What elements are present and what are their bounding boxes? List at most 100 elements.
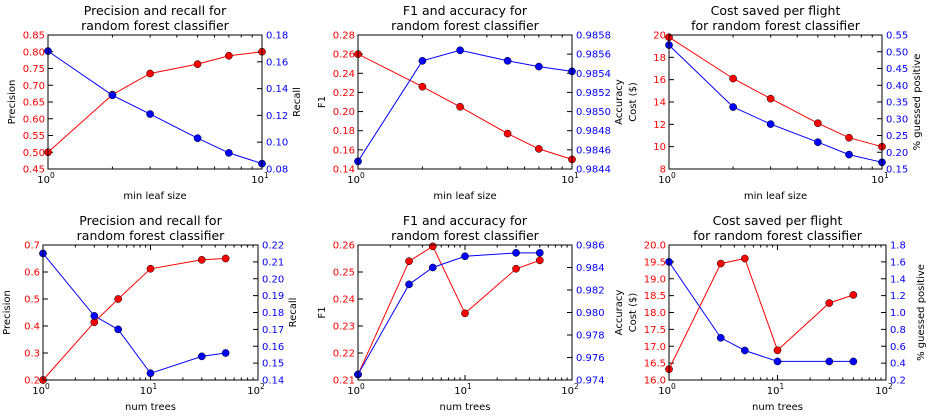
right-series-line	[668, 261, 854, 362]
x-tick-label: 101	[140, 382, 158, 397]
chart-title-line: for random forest classifier	[691, 18, 861, 33]
right-y-tick-label: 0.16	[262, 342, 284, 353]
left-series-point	[845, 133, 853, 142]
right-y-tick-label: 0.20	[886, 148, 908, 159]
chart-title-line: F1 and accuracy for	[403, 213, 528, 228]
left-y-tick-label: 20.0	[644, 241, 666, 252]
right-y-tick-label: 0.982	[576, 286, 605, 297]
chart-title-line: random forest classifier	[391, 18, 540, 33]
right-y-axis-label: % guessed positive	[916, 264, 927, 361]
x-tick-exponent: 0	[50, 171, 55, 180]
right-y-tick-label: 0.9846	[576, 145, 611, 156]
left-series-point	[825, 299, 834, 307]
left-y-axis-label: Cost ($)	[628, 293, 639, 333]
right-y-tick-label: 1.6	[890, 257, 906, 268]
x-tick-exponent: 1	[152, 382, 157, 391]
left-y-tick-label: 12	[653, 120, 666, 131]
left-y-tick-label: 0.26	[333, 241, 355, 252]
x-tick-base: 10	[347, 175, 360, 186]
chart-title-line: random forest classifier	[391, 228, 540, 243]
right-y-tick-label: 0.9852	[576, 88, 611, 99]
left-series-point	[849, 291, 858, 299]
left-y-tick-label: 0.4	[24, 322, 40, 333]
x-tick-base: 10	[875, 386, 888, 397]
left-series-line	[668, 257, 854, 370]
x-tick-exponent: 2	[888, 382, 893, 391]
right-y-tick-label: 0.974	[576, 376, 605, 387]
left-y-tick-label: 19.0	[644, 274, 666, 285]
right-series-point	[766, 120, 775, 128]
x-tick-exponent: 0	[671, 171, 676, 180]
right-series-point	[535, 62, 543, 71]
x-tick-base: 10	[658, 175, 671, 186]
plot-frame	[42, 244, 259, 381]
x-tick-base: 10	[347, 386, 360, 397]
x-axis-label: num trees	[752, 402, 803, 413]
right-y-tick-label: 0.15	[262, 359, 284, 370]
left-series-point	[456, 102, 464, 111]
right-y-tick-label: 0.18	[266, 31, 288, 42]
x-tick-exponent: 0	[360, 171, 365, 180]
left-y-tick-label: 18	[653, 53, 666, 64]
right-series-line	[357, 252, 540, 375]
right-y-tick-label: 1.2	[890, 291, 906, 302]
left-series-point	[535, 145, 543, 153]
right-series-point	[114, 325, 122, 334]
x-tick-label: 101	[454, 382, 472, 397]
left-y-tick-label: 0.24	[333, 295, 355, 306]
right-series-point	[418, 56, 427, 65]
left-series-line	[47, 51, 263, 153]
x-tick-base: 10	[767, 386, 780, 397]
right-y-tick-label: 0.8	[890, 325, 906, 336]
right-y-tick-label: 0.17	[262, 325, 284, 336]
left-y-tick-label: 0.55	[23, 131, 45, 142]
right-y-tick-label: 0.2	[890, 376, 906, 387]
left-y-tick-label: 0.24	[333, 69, 355, 80]
left-y-tick-label: 16	[653, 75, 666, 86]
chart-title-line: Cost saved per flight	[713, 213, 843, 228]
left-series-point	[766, 94, 775, 103]
plot-frame	[357, 34, 573, 170]
left-y-tick-label: 0.3	[24, 349, 40, 360]
right-y-axis-label: Accuracy	[614, 79, 625, 125]
right-y-tick-label: 0.12	[266, 111, 288, 122]
left-series-point	[773, 346, 782, 355]
left-y-tick-label: 0.21	[333, 376, 355, 387]
x-tick-exponent: 0	[360, 382, 365, 391]
left-series-point	[716, 259, 725, 268]
left-y-tick-label: 0.23	[333, 322, 355, 333]
left-series-point	[729, 74, 737, 83]
right-y-tick-label: 0.20	[262, 274, 284, 285]
left-y-tick-label: 0.22	[333, 349, 355, 360]
right-series-point	[849, 357, 858, 366]
left-series-point	[512, 264, 520, 273]
right-y-tick-label: 0.9848	[576, 126, 611, 137]
left-y-tick-label: 0.7	[24, 241, 40, 252]
x-tick-exponent: 1	[884, 171, 889, 180]
left-y-tick-label: 0.85	[23, 31, 45, 42]
right-series-point	[729, 103, 737, 111]
left-series-point	[221, 254, 230, 263]
x-tick-label: 100	[32, 382, 50, 397]
left-y-tick-label: 0.75	[23, 64, 45, 75]
x-tick-exponent: 1	[467, 382, 472, 391]
right-series-point	[512, 249, 520, 257]
right-y-tick-label: 0.9844	[576, 165, 611, 176]
x-tick-label: 101	[251, 171, 269, 186]
right-y-tick-label: 0.10	[266, 138, 288, 149]
right-y-tick-label: 0.14	[266, 84, 288, 95]
x-tick-label: 101	[561, 171, 579, 186]
x-tick-base: 10	[37, 175, 50, 186]
right-y-tick-label: 0.08	[266, 165, 288, 176]
right-y-tick-label: 0.984	[576, 263, 605, 274]
x-tick-exponent: 0	[45, 382, 50, 391]
x-tick-exponent: 1	[264, 171, 269, 180]
left-series-point	[418, 82, 427, 91]
left-y-tick-label: 17.5	[644, 325, 666, 336]
right-series-point	[90, 312, 99, 320]
right-y-tick-label: 0.15	[886, 165, 908, 176]
left-y-axis-label: Precision	[2, 290, 13, 335]
